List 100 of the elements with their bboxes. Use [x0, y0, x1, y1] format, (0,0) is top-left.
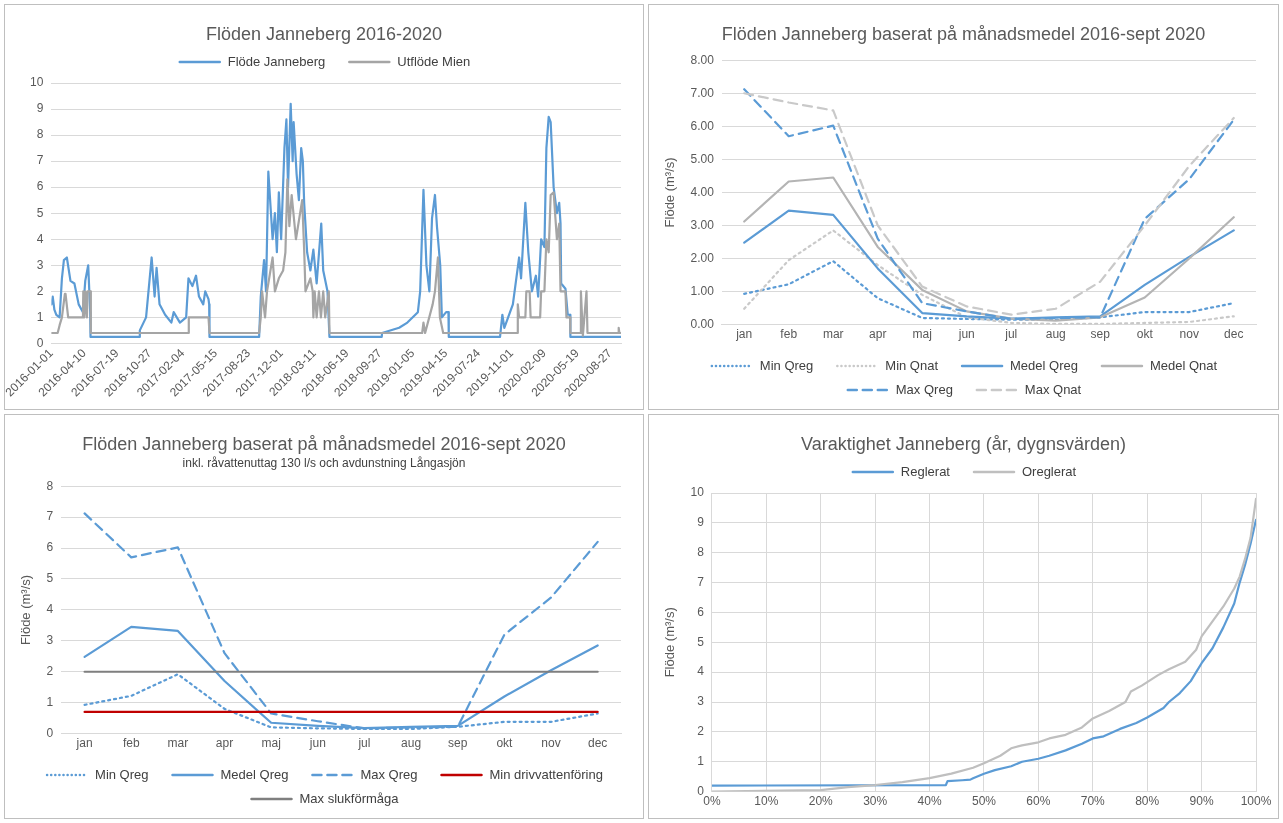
y-tick-label: 8 — [697, 545, 705, 560]
x-tick-label: sep — [448, 736, 468, 751]
y-tick-label: 5 — [36, 205, 44, 220]
x-tick-label: dec — [1224, 327, 1244, 342]
x-tick-label: jul — [1004, 327, 1018, 342]
x-tick-label: sep — [1090, 327, 1111, 342]
line-series — [83, 512, 599, 730]
y-tick-label: 0 — [697, 783, 705, 798]
legend-label: Medel Qreg — [1010, 357, 1078, 373]
x-tick-label: 100% — [1240, 794, 1272, 809]
y-tick-label: 4 — [697, 664, 705, 679]
x-tick-label: maj — [912, 327, 932, 342]
y-axis-title: Flöde (m³/s) — [662, 607, 678, 678]
x-tick-label: aug — [1045, 327, 1066, 342]
chart-title: Flöden Janneberg baserat på månadsmedel 2016-sept 2020 — [81, 433, 567, 455]
x-tick-label: 10% — [754, 794, 779, 809]
y-tick-label: 2 — [697, 724, 705, 739]
y-tick-label: 7 — [697, 574, 705, 589]
x-tick-label: okt — [496, 736, 514, 751]
y-axis-title: Flöde (m³/s) — [18, 574, 34, 645]
x-tick-label: maj — [261, 736, 281, 751]
legend-label: Min Qreg — [95, 766, 149, 782]
x-tick-label: mar — [167, 736, 189, 751]
y-tick-label: 3 — [46, 633, 54, 648]
y-tick-label: 5.00 — [690, 151, 715, 166]
x-tick-label: nov — [541, 736, 561, 751]
x-tick-label: jan — [75, 736, 93, 751]
y-tick-label: 1 — [46, 694, 54, 709]
chart-subtitle: inkl. råvattenuttag 130 l/s och avdunstning Långasjön — [181, 455, 467, 471]
y-tick-label: 10 — [690, 485, 705, 500]
x-tick-label: 90% — [1189, 794, 1214, 809]
y-tick-label: 4 — [36, 231, 44, 246]
y-tick-label: 7.00 — [690, 85, 715, 100]
y-tick-label: 1 — [697, 754, 705, 769]
y-tick-label: 5 — [697, 634, 705, 649]
y-tick-label: 6 — [697, 604, 705, 619]
chart-title: Varaktighet Janneberg (år, dygnsvärden) — [800, 433, 1127, 455]
y-axis-title: Flöde (m³/s) — [662, 157, 678, 228]
legend-label: Max slukförmåga — [299, 790, 400, 806]
y-tick-label: 2 — [36, 283, 44, 298]
y-tick-label: 8 — [36, 127, 44, 142]
legend-label: Max Qreg — [360, 766, 418, 782]
x-tick-label: jul — [357, 736, 371, 751]
y-tick-label: 1.00 — [690, 283, 715, 298]
y-tick-label: 2 — [46, 664, 54, 679]
y-tick-label: 10 — [30, 75, 44, 90]
x-tick-label: 50% — [971, 794, 997, 809]
y-tick-label: 3 — [36, 257, 44, 272]
y-tick-label: 6 — [46, 540, 54, 555]
x-tick-label: feb — [780, 327, 798, 342]
y-tick-label: 8.00 — [690, 52, 715, 67]
x-tick-label: jan — [735, 327, 753, 342]
x-tick-label: 20% — [808, 794, 834, 809]
legend-label: Min Qreg — [759, 357, 814, 373]
legend-label: Medel Qnat — [1149, 357, 1218, 373]
chart-title: Flöden Janneberg baserat på månadsmedel 2016-sept 2020 — [720, 23, 1207, 45]
x-tick-label: aug — [401, 736, 422, 751]
y-tick-label: 7 — [36, 153, 44, 168]
y-tick-label: 6.00 — [690, 118, 715, 133]
chart-title: Flöden Janneberg 2016-2020 — [204, 23, 444, 45]
legend-label: Medel Qreg — [220, 766, 289, 782]
line-series — [743, 229, 1235, 325]
x-tick-label: okt — [1136, 327, 1154, 342]
y-tick-label: 5 — [46, 571, 54, 586]
y-tick-label: 7 — [46, 509, 54, 524]
x-tick-label: nov — [1179, 327, 1199, 342]
x-tick-label: 60% — [1026, 794, 1051, 809]
legend-label: Max Qreg — [895, 381, 953, 397]
y-tick-label: 3 — [697, 694, 705, 709]
y-tick-label: 0 — [36, 335, 44, 350]
y-tick-label: 1 — [36, 309, 44, 324]
x-tick-label: mar — [822, 327, 844, 342]
x-tick-label: 30% — [863, 794, 888, 809]
legend-label: Min drivvattenföring — [489, 766, 603, 782]
y-tick-label: 3.00 — [690, 217, 715, 232]
x-tick-label: apr — [869, 327, 887, 342]
legend-label: Max Qnat — [1024, 381, 1082, 397]
y-tick-label: 0 — [46, 725, 54, 740]
legend-label: Flöde Janneberg — [227, 53, 326, 69]
y-tick-label: 8 — [46, 478, 54, 493]
x-tick-label: feb — [122, 736, 140, 751]
x-tick-label: 70% — [1080, 794, 1106, 809]
legend-label: Reglerat — [900, 463, 951, 479]
x-tick-label: 0% — [703, 794, 721, 809]
x-tick-label: 80% — [1135, 794, 1160, 809]
legend-label: Oreglerat — [1021, 463, 1077, 479]
x-tick-label: jun — [957, 327, 975, 342]
x-tick-label: dec — [588, 736, 608, 751]
legend-label: Utflöde Mien — [397, 53, 471, 69]
y-tick-label: 9 — [697, 515, 705, 530]
x-tick-label: 40% — [917, 794, 942, 809]
y-tick-label: 4 — [46, 602, 54, 617]
x-tick-label: apr — [215, 736, 234, 751]
legend-label: Min Qnat — [885, 357, 939, 373]
y-tick-label: 9 — [36, 101, 44, 116]
x-tick-label: jun — [308, 736, 326, 751]
y-tick-label: 6 — [36, 179, 44, 194]
y-tick-label: 2.00 — [690, 250, 715, 265]
y-tick-label: 4.00 — [690, 184, 715, 199]
y-tick-label: 0.00 — [690, 316, 715, 331]
